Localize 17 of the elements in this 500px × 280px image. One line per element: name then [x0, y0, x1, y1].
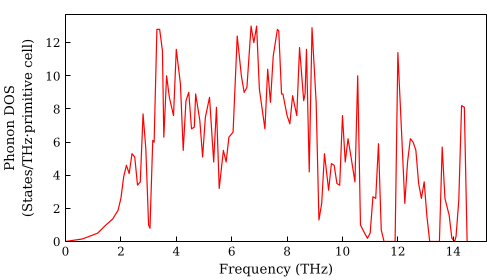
- y-tick-label: 2: [52, 202, 61, 216]
- y-tick-label: 10: [45, 69, 61, 84]
- x-tick-label: 6: [228, 244, 236, 258]
- y-tick-label: 12: [45, 36, 61, 50]
- x-tick-label: 0: [62, 244, 70, 258]
- y-axis-title: Phonon DOS (States/THz·primitive cell): [3, 38, 36, 218]
- x-axis-title: Frequency (THz): [218, 262, 334, 278]
- x-tick-label: 14: [446, 244, 462, 258]
- y-tick-label: 8: [52, 102, 61, 116]
- x-tick-label: 4: [172, 244, 180, 258]
- x-tick-label: 12: [390, 244, 406, 258]
- x-tick-label: 10: [334, 244, 350, 258]
- x-tick-label: 2: [117, 244, 125, 258]
- x-tick-label: 8: [283, 244, 291, 258]
- y-tick-label: 4: [52, 168, 61, 183]
- y-tick-label: 0: [52, 235, 61, 249]
- y-tick-label: 6: [52, 136, 61, 150]
